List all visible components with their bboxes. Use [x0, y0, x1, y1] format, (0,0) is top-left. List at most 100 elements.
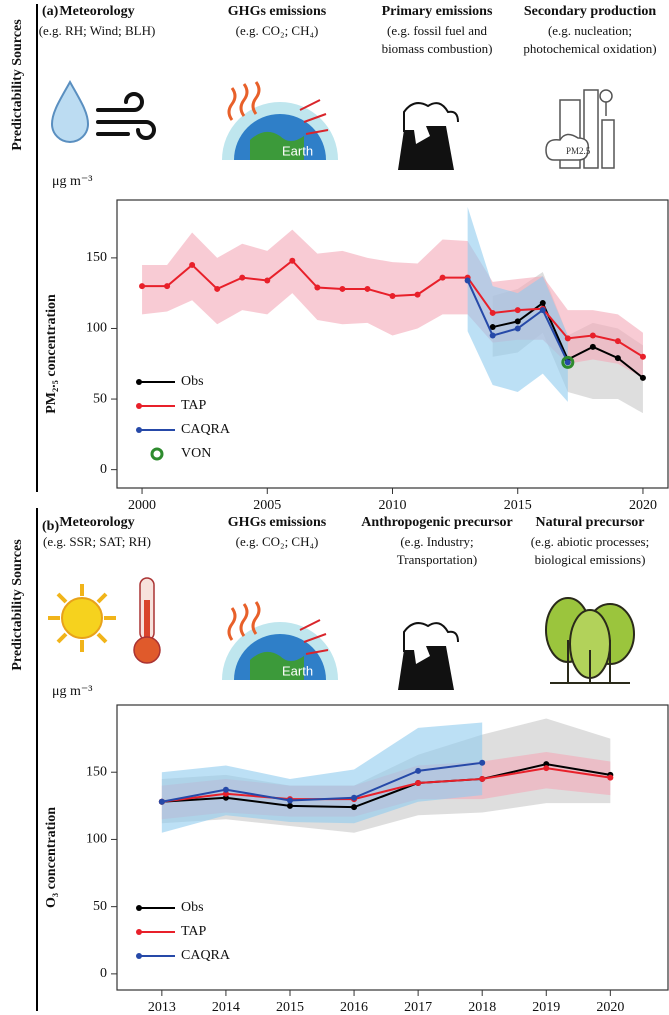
- icon-secondary: PM2.5: [546, 90, 614, 168]
- legend-marker: [152, 449, 162, 459]
- y-tick-label: 150: [86, 764, 107, 779]
- source-desc: (e.g. nucleation;: [548, 23, 632, 38]
- source-title: Meteorology: [59, 515, 134, 530]
- y-tick-label: 50: [93, 899, 107, 914]
- point: [440, 275, 446, 281]
- source-title: Natural precursor: [536, 515, 645, 530]
- legend-marker: [136, 929, 142, 935]
- source-title: GHGs emissions: [228, 515, 327, 530]
- y-tick-label: 0: [100, 966, 107, 981]
- legend-marker: [136, 953, 142, 959]
- point: [479, 760, 485, 766]
- point: [490, 310, 496, 316]
- y-tick-label: 100: [86, 321, 107, 336]
- x-tick-label: 2016: [340, 1000, 368, 1015]
- y-tick-label: 100: [86, 832, 107, 847]
- source-desc: (e.g. CO₂; CH₄): [236, 23, 319, 38]
- legend-marker: [136, 905, 142, 911]
- x-tick-label: 2014: [212, 1000, 240, 1015]
- point: [590, 344, 596, 350]
- icon-sun: [48, 578, 160, 663]
- x-tick-label: 2017: [404, 1000, 432, 1015]
- source-desc: (e.g. SSR; SAT; RH): [43, 534, 151, 549]
- icon-factory: [398, 103, 458, 170]
- point: [415, 292, 421, 298]
- source-title: Primary emissions: [382, 4, 493, 19]
- point: [540, 300, 546, 306]
- x-tick-label: 2000: [128, 498, 156, 513]
- uncertainty-band: [468, 207, 568, 402]
- icon-ghgs: Earth: [222, 602, 338, 680]
- legend-label: TAP: [181, 924, 207, 939]
- legend-label: Obs: [181, 374, 204, 389]
- source-title: Meteorology: [59, 4, 134, 19]
- legend-label: VON: [181, 446, 211, 461]
- x-tick-label: 2018: [468, 1000, 496, 1015]
- icon-meteorology: [52, 82, 154, 142]
- x-tick-label: 2010: [379, 498, 407, 513]
- unit-label: μg m⁻³: [52, 684, 92, 699]
- legend-label: CAQRA: [181, 422, 231, 437]
- x-tick-label: 2013: [148, 1000, 176, 1015]
- svg-text:Earth: Earth: [282, 663, 313, 678]
- point: [615, 338, 621, 344]
- point: [214, 286, 220, 292]
- legend-label: TAP: [181, 398, 207, 413]
- point: [287, 797, 293, 803]
- x-tick-label: 2019: [532, 1000, 560, 1015]
- side-label: Predictability Sources: [10, 19, 25, 151]
- point: [189, 262, 195, 268]
- legend-marker: [136, 427, 142, 433]
- source-desc: photochemical oxidation): [523, 41, 656, 56]
- source-desc: (e.g. RH; Wind; BLH): [39, 23, 156, 38]
- point: [479, 776, 485, 782]
- point: [223, 787, 229, 793]
- point: [364, 286, 370, 292]
- x-tick-label: 2015: [276, 1000, 304, 1015]
- icon-trees: [546, 598, 634, 683]
- point: [515, 318, 521, 324]
- point: [339, 286, 345, 292]
- point: [139, 283, 145, 289]
- svg-text:Earth: Earth: [282, 143, 313, 158]
- source-desc: (e.g. fossil fuel and: [387, 23, 488, 38]
- panel-label: (a): [42, 4, 59, 19]
- svg-text:PM2.5: PM2.5: [566, 146, 591, 156]
- source-desc: biological emissions): [535, 552, 646, 567]
- x-tick-label: 2020: [596, 1000, 624, 1015]
- point: [264, 277, 270, 283]
- legend-marker: [136, 379, 142, 385]
- point: [490, 333, 496, 339]
- point: [289, 258, 295, 264]
- source-title: Secondary production: [524, 4, 657, 19]
- y-tick-label: 0: [100, 462, 107, 477]
- y-tick-label: 150: [86, 250, 107, 265]
- point: [159, 799, 165, 805]
- point: [287, 803, 293, 809]
- figure: Earth PM2.5 Earth (a)Predictability: [0, 0, 669, 1015]
- point: [540, 307, 546, 313]
- point: [239, 275, 245, 281]
- point: [515, 325, 521, 331]
- point: [415, 768, 421, 774]
- source-title: GHGs emissions: [228, 4, 327, 19]
- source-desc: biomass combustion): [382, 41, 493, 56]
- source-desc: (e.g. Industry;: [400, 534, 473, 549]
- point: [543, 765, 549, 771]
- x-tick-label: 2005: [253, 498, 281, 513]
- point: [565, 359, 571, 365]
- y-axis-label: PM₂.₅ concentration: [44, 294, 59, 414]
- legend-label: CAQRA: [181, 948, 231, 963]
- uncertainty-band: [162, 722, 482, 832]
- point: [565, 335, 571, 341]
- source-desc: Transportation): [397, 552, 477, 567]
- panel-label: (b): [42, 519, 59, 534]
- point: [640, 375, 646, 381]
- point: [590, 333, 596, 339]
- point: [415, 780, 421, 786]
- point: [390, 293, 396, 299]
- source-desc: (e.g. CO₂; CH₄): [236, 534, 319, 549]
- point: [515, 307, 521, 313]
- point: [164, 283, 170, 289]
- point: [465, 277, 471, 283]
